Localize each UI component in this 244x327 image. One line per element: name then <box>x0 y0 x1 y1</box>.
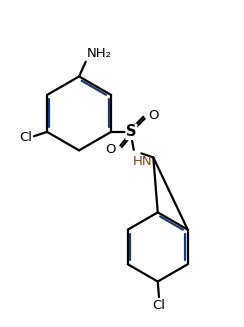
Text: Cl: Cl <box>152 300 165 312</box>
Text: O: O <box>149 110 159 122</box>
Text: Cl: Cl <box>19 131 32 144</box>
Text: S: S <box>126 124 137 139</box>
Text: O: O <box>106 143 116 156</box>
Text: HN: HN <box>132 155 152 167</box>
Text: NH₂: NH₂ <box>87 47 112 60</box>
